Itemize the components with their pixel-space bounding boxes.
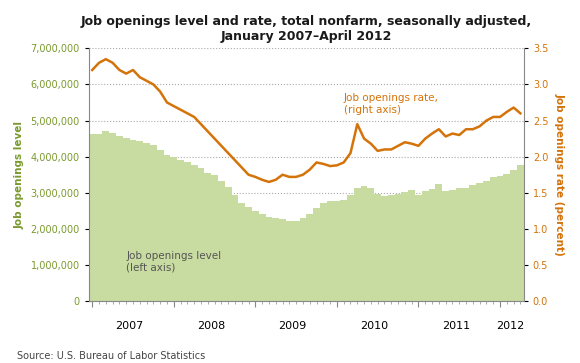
Bar [442,191,449,301]
Text: 2008: 2008 [197,321,225,331]
Text: 2012: 2012 [496,321,524,331]
Bar [211,175,218,301]
Bar [490,177,496,301]
Bar [129,140,136,301]
Bar [503,174,510,301]
Bar [89,134,96,301]
Bar [184,163,191,301]
Y-axis label: Job openings rate (percent): Job openings rate (percent) [555,93,565,256]
Bar [231,195,238,301]
Bar [320,203,327,301]
Bar [204,172,211,301]
Bar [347,195,354,301]
Bar [293,221,299,301]
Bar [273,219,279,301]
Bar [225,187,231,301]
Bar [394,193,401,301]
Bar [401,192,408,301]
Bar [238,203,245,301]
Bar [456,188,463,301]
Bar [299,219,306,301]
Bar [381,196,388,301]
Bar [436,184,442,301]
Bar [496,176,503,301]
Bar [279,219,286,301]
Bar [327,201,333,301]
Bar [123,138,129,301]
Bar [96,134,103,301]
Bar [408,190,415,301]
Title: Job openings level and rate, total nonfarm, seasonally adjusted,
January 2007–Ap: Job openings level and rate, total nonfa… [81,15,532,43]
Bar [143,143,150,301]
Text: Job openings rate,
(right axis): Job openings rate, (right axis) [344,93,438,115]
Text: Job openings level
(left axis): Job openings level (left axis) [126,250,222,272]
Bar [218,181,225,301]
Bar [368,188,374,301]
Bar [150,146,157,301]
Bar [429,189,436,301]
Bar [340,200,347,301]
Bar [198,168,204,301]
Bar [245,207,252,301]
Bar [266,217,273,301]
Bar [164,155,171,301]
Text: 2011: 2011 [442,321,470,331]
Bar [252,211,259,301]
Bar [334,201,340,301]
Bar [259,215,266,301]
Bar [103,131,109,301]
Text: Source: U.S. Bureau of Labor Statistics: Source: U.S. Bureau of Labor Statistics [17,351,206,362]
Bar [517,165,524,301]
Bar [313,208,320,301]
Bar [415,195,422,301]
Bar [306,214,313,301]
Y-axis label: Job openings level: Job openings level [15,121,25,229]
Text: 2010: 2010 [360,321,389,331]
Bar [422,191,429,301]
Bar [286,221,293,301]
Text: 2009: 2009 [278,321,307,331]
Bar [171,158,177,301]
Bar [476,183,483,301]
Bar [483,181,490,301]
Bar [177,160,184,301]
Bar [136,141,143,301]
Bar [374,193,381,301]
Bar [191,165,198,301]
Bar [449,189,456,301]
Bar [361,185,368,301]
Bar [157,150,164,301]
Bar [109,133,116,301]
Bar [116,136,123,301]
Bar [510,170,517,301]
Bar [388,195,394,301]
Text: 2007: 2007 [115,321,144,331]
Bar [469,185,476,301]
Bar [463,188,469,301]
Bar [354,188,361,301]
